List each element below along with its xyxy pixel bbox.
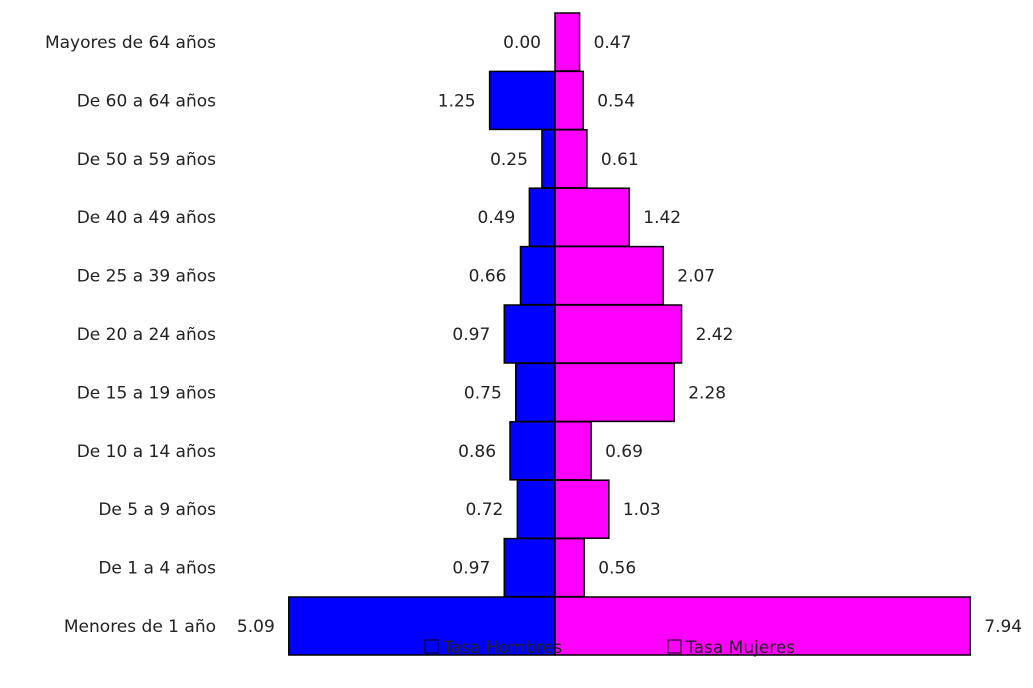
bar-hombres-de-50-a-59-anos bbox=[541, 129, 556, 189]
category-label-de-40-a-49-anos: De 40 a 49 años bbox=[77, 208, 216, 228]
bar-mujeres-de-15-a-19-anos bbox=[554, 362, 675, 423]
value-label-hombres-mayores-de-64-anos: 0.00 bbox=[503, 33, 541, 53]
value-label-hombres-menores-de-1-ano: 5.09 bbox=[237, 617, 275, 637]
value-label-mujeres-de-1-a-4-anos: 0.56 bbox=[598, 559, 636, 579]
value-label-hombres-de-10-a-14-anos: 0.86 bbox=[458, 442, 496, 462]
legend-swatch-mujeres bbox=[667, 639, 682, 654]
value-label-hombres-de-40-a-49-anos: 0.49 bbox=[478, 208, 516, 228]
value-label-mujeres-de-40-a-49-anos: 1.42 bbox=[643, 208, 681, 228]
bar-hombres-de-60-a-64-anos bbox=[488, 70, 556, 131]
category-label-mayores-de-64-anos: Mayores de 64 años bbox=[45, 33, 216, 53]
bar-mujeres-menores-de-1-ano bbox=[554, 596, 972, 656]
legend: Tasa Hombres Tasa Mujeres bbox=[424, 638, 795, 658]
category-label-de-1-a-4-anos: De 1 a 4 años bbox=[98, 559, 216, 579]
value-label-mujeres-menores-de-1-ano: 7.94 bbox=[984, 617, 1022, 637]
category-label-de-25-a-39-anos: De 25 a 39 años bbox=[77, 267, 216, 287]
legend-label-mujeres: Tasa Mujeres bbox=[685, 638, 795, 658]
category-labels-group: Mayores de 64 años De 60 a 64 años De 50 a… bbox=[45, 33, 216, 637]
bars-group bbox=[288, 12, 972, 656]
value-label-mujeres-de-50-a-59-anos: 0.61 bbox=[601, 150, 639, 170]
value-label-hombres-de-50-a-59-anos: 0.25 bbox=[490, 150, 528, 170]
bar-mujeres-de-10-a-14-anos bbox=[554, 421, 592, 481]
bar-hombres-de-25-a-39-anos bbox=[519, 245, 556, 306]
category-label-de-15-a-19-anos: De 15 a 19 años bbox=[77, 383, 216, 403]
value-label-mujeres-de-5-a-9-anos: 1.03 bbox=[623, 500, 661, 520]
bar-hombres-de-40-a-49-anos bbox=[528, 187, 556, 247]
bar-mujeres-de-5-a-9-anos bbox=[554, 479, 610, 539]
value-label-hombres-de-25-a-39-anos: 0.66 bbox=[469, 267, 507, 287]
category-label-de-20-a-24-anos: De 20 a 24 años bbox=[77, 325, 216, 345]
bar-mujeres-de-50-a-59-anos bbox=[554, 129, 588, 189]
category-label-de-50-a-59-anos: De 50 a 59 años bbox=[77, 150, 216, 170]
bar-hombres-de-10-a-14-anos bbox=[509, 421, 556, 481]
bar-mujeres-de-25-a-39-anos bbox=[554, 245, 665, 306]
value-label-mujeres-de-60-a-64-anos: 0.54 bbox=[597, 91, 635, 111]
bar-hombres-de-1-a-4-anos bbox=[503, 537, 556, 598]
category-label-menores-de-1-ano: Menores de 1 año bbox=[64, 617, 216, 637]
category-label-de-60-a-64-anos: De 60 a 64 años bbox=[77, 91, 216, 111]
category-label-de-5-a-9-anos: De 5 a 9 años bbox=[98, 500, 216, 520]
value-label-mujeres-de-15-a-19-anos: 2.28 bbox=[688, 383, 726, 403]
value-label-mujeres-de-25-a-39-anos: 2.07 bbox=[677, 267, 715, 287]
legend-swatch-hombres bbox=[424, 639, 439, 654]
value-label-hombres-de-20-a-24-anos: 0.97 bbox=[452, 325, 490, 345]
bar-mujeres-mayores-de-64-anos bbox=[554, 12, 581, 72]
bar-hombres-de-20-a-24-anos bbox=[503, 304, 556, 364]
value-label-mujeres-de-10-a-14-anos: 0.69 bbox=[605, 442, 643, 462]
value-label-hombres-de-1-a-4-anos: 0.97 bbox=[452, 559, 490, 579]
bar-hombres-menores-de-1-ano bbox=[288, 596, 556, 656]
bar-mujeres-de-60-a-64-anos bbox=[554, 70, 584, 131]
value-label-mujeres-de-20-a-24-anos: 2.42 bbox=[696, 325, 734, 345]
value-labels-group: 0.00 0.47 1.25 0.54 0.25 0.61 0.49 1.42 0.66 2.07… bbox=[237, 33, 1022, 637]
value-label-hombres-de-5-a-9-anos: 0.72 bbox=[465, 500, 503, 520]
bar-hombres-de-15-a-19-anos bbox=[515, 362, 556, 423]
legend-label-hombres: Tasa Hombres bbox=[442, 638, 562, 658]
value-label-mujeres-mayores-de-64-anos: 0.47 bbox=[594, 33, 632, 53]
bar-hombres-de-5-a-9-anos bbox=[516, 479, 556, 539]
category-label-de-10-a-14-anos: De 10 a 14 años bbox=[77, 442, 216, 462]
bar-mujeres-de-40-a-49-anos bbox=[554, 187, 631, 247]
value-label-hombres-de-15-a-19-anos: 0.75 bbox=[464, 383, 502, 403]
bar-mujeres-de-20-a-24-anos bbox=[554, 304, 683, 364]
bar-mujeres-de-1-a-4-anos bbox=[554, 537, 586, 598]
value-label-hombres-de-60-a-64-anos: 1.25 bbox=[438, 91, 476, 111]
